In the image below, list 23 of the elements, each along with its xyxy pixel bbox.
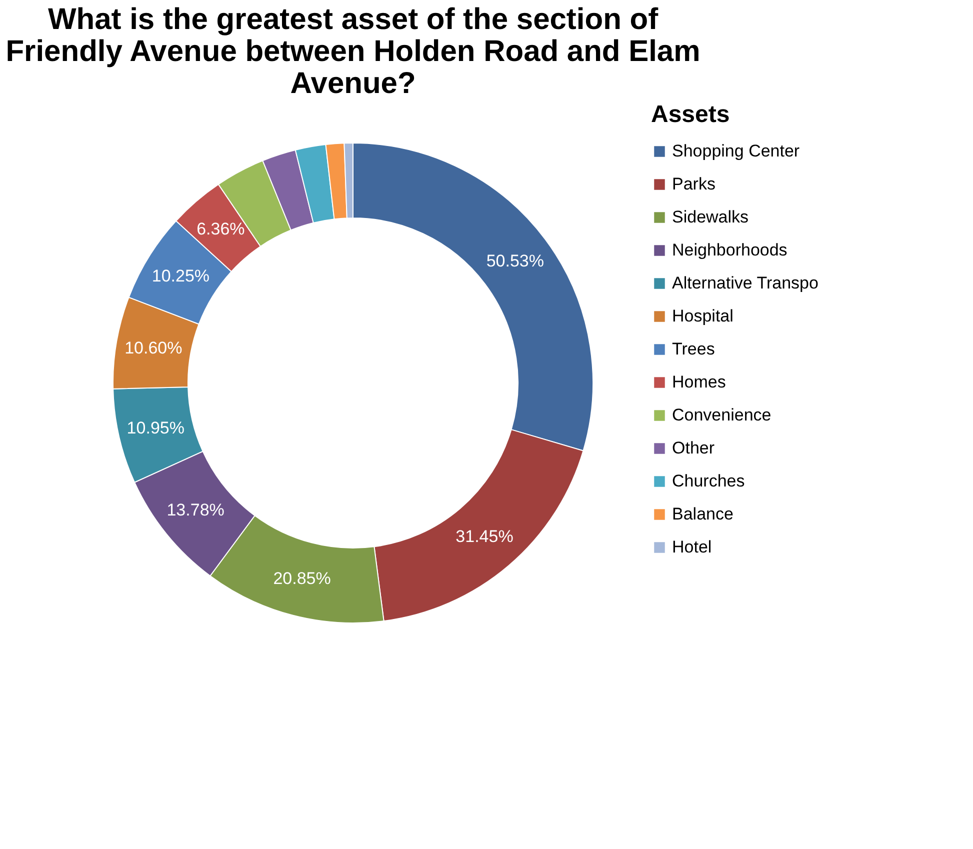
legend-title: Assets (651, 101, 730, 128)
data-label: 31.45% (456, 527, 514, 546)
data-label: 13.78% (166, 500, 224, 520)
legend-label: Balance (672, 504, 734, 524)
legend-label: Other (672, 438, 715, 458)
legend-label: Convenience (672, 406, 772, 424)
legend-label: Homes (672, 372, 726, 392)
legend-label: Hospital (672, 306, 734, 326)
legend-label: Shopping Center (672, 142, 800, 160)
legend-label: Sidewalks (672, 208, 749, 226)
legend-label: Parks (672, 174, 716, 194)
legend-label: Trees (672, 340, 715, 358)
data-label: 10.25% (152, 266, 210, 286)
legend-label: Alternative Transpo (672, 274, 818, 292)
chart-title: What is the greatest asset of the section of Friendly Avenue between Holden Road and Elam Avenue? (6, 3, 700, 100)
legend-label: Neighborhoods (672, 240, 788, 260)
data-label: 50.53% (486, 252, 544, 271)
data-label: 20.85% (273, 568, 331, 588)
legend-label: Churches (672, 472, 745, 490)
data-label: 10.60% (124, 338, 182, 358)
data-label: 10.95% (126, 418, 184, 438)
data-label: 6.36% (196, 220, 245, 239)
legend-label: Hotel (672, 538, 712, 556)
